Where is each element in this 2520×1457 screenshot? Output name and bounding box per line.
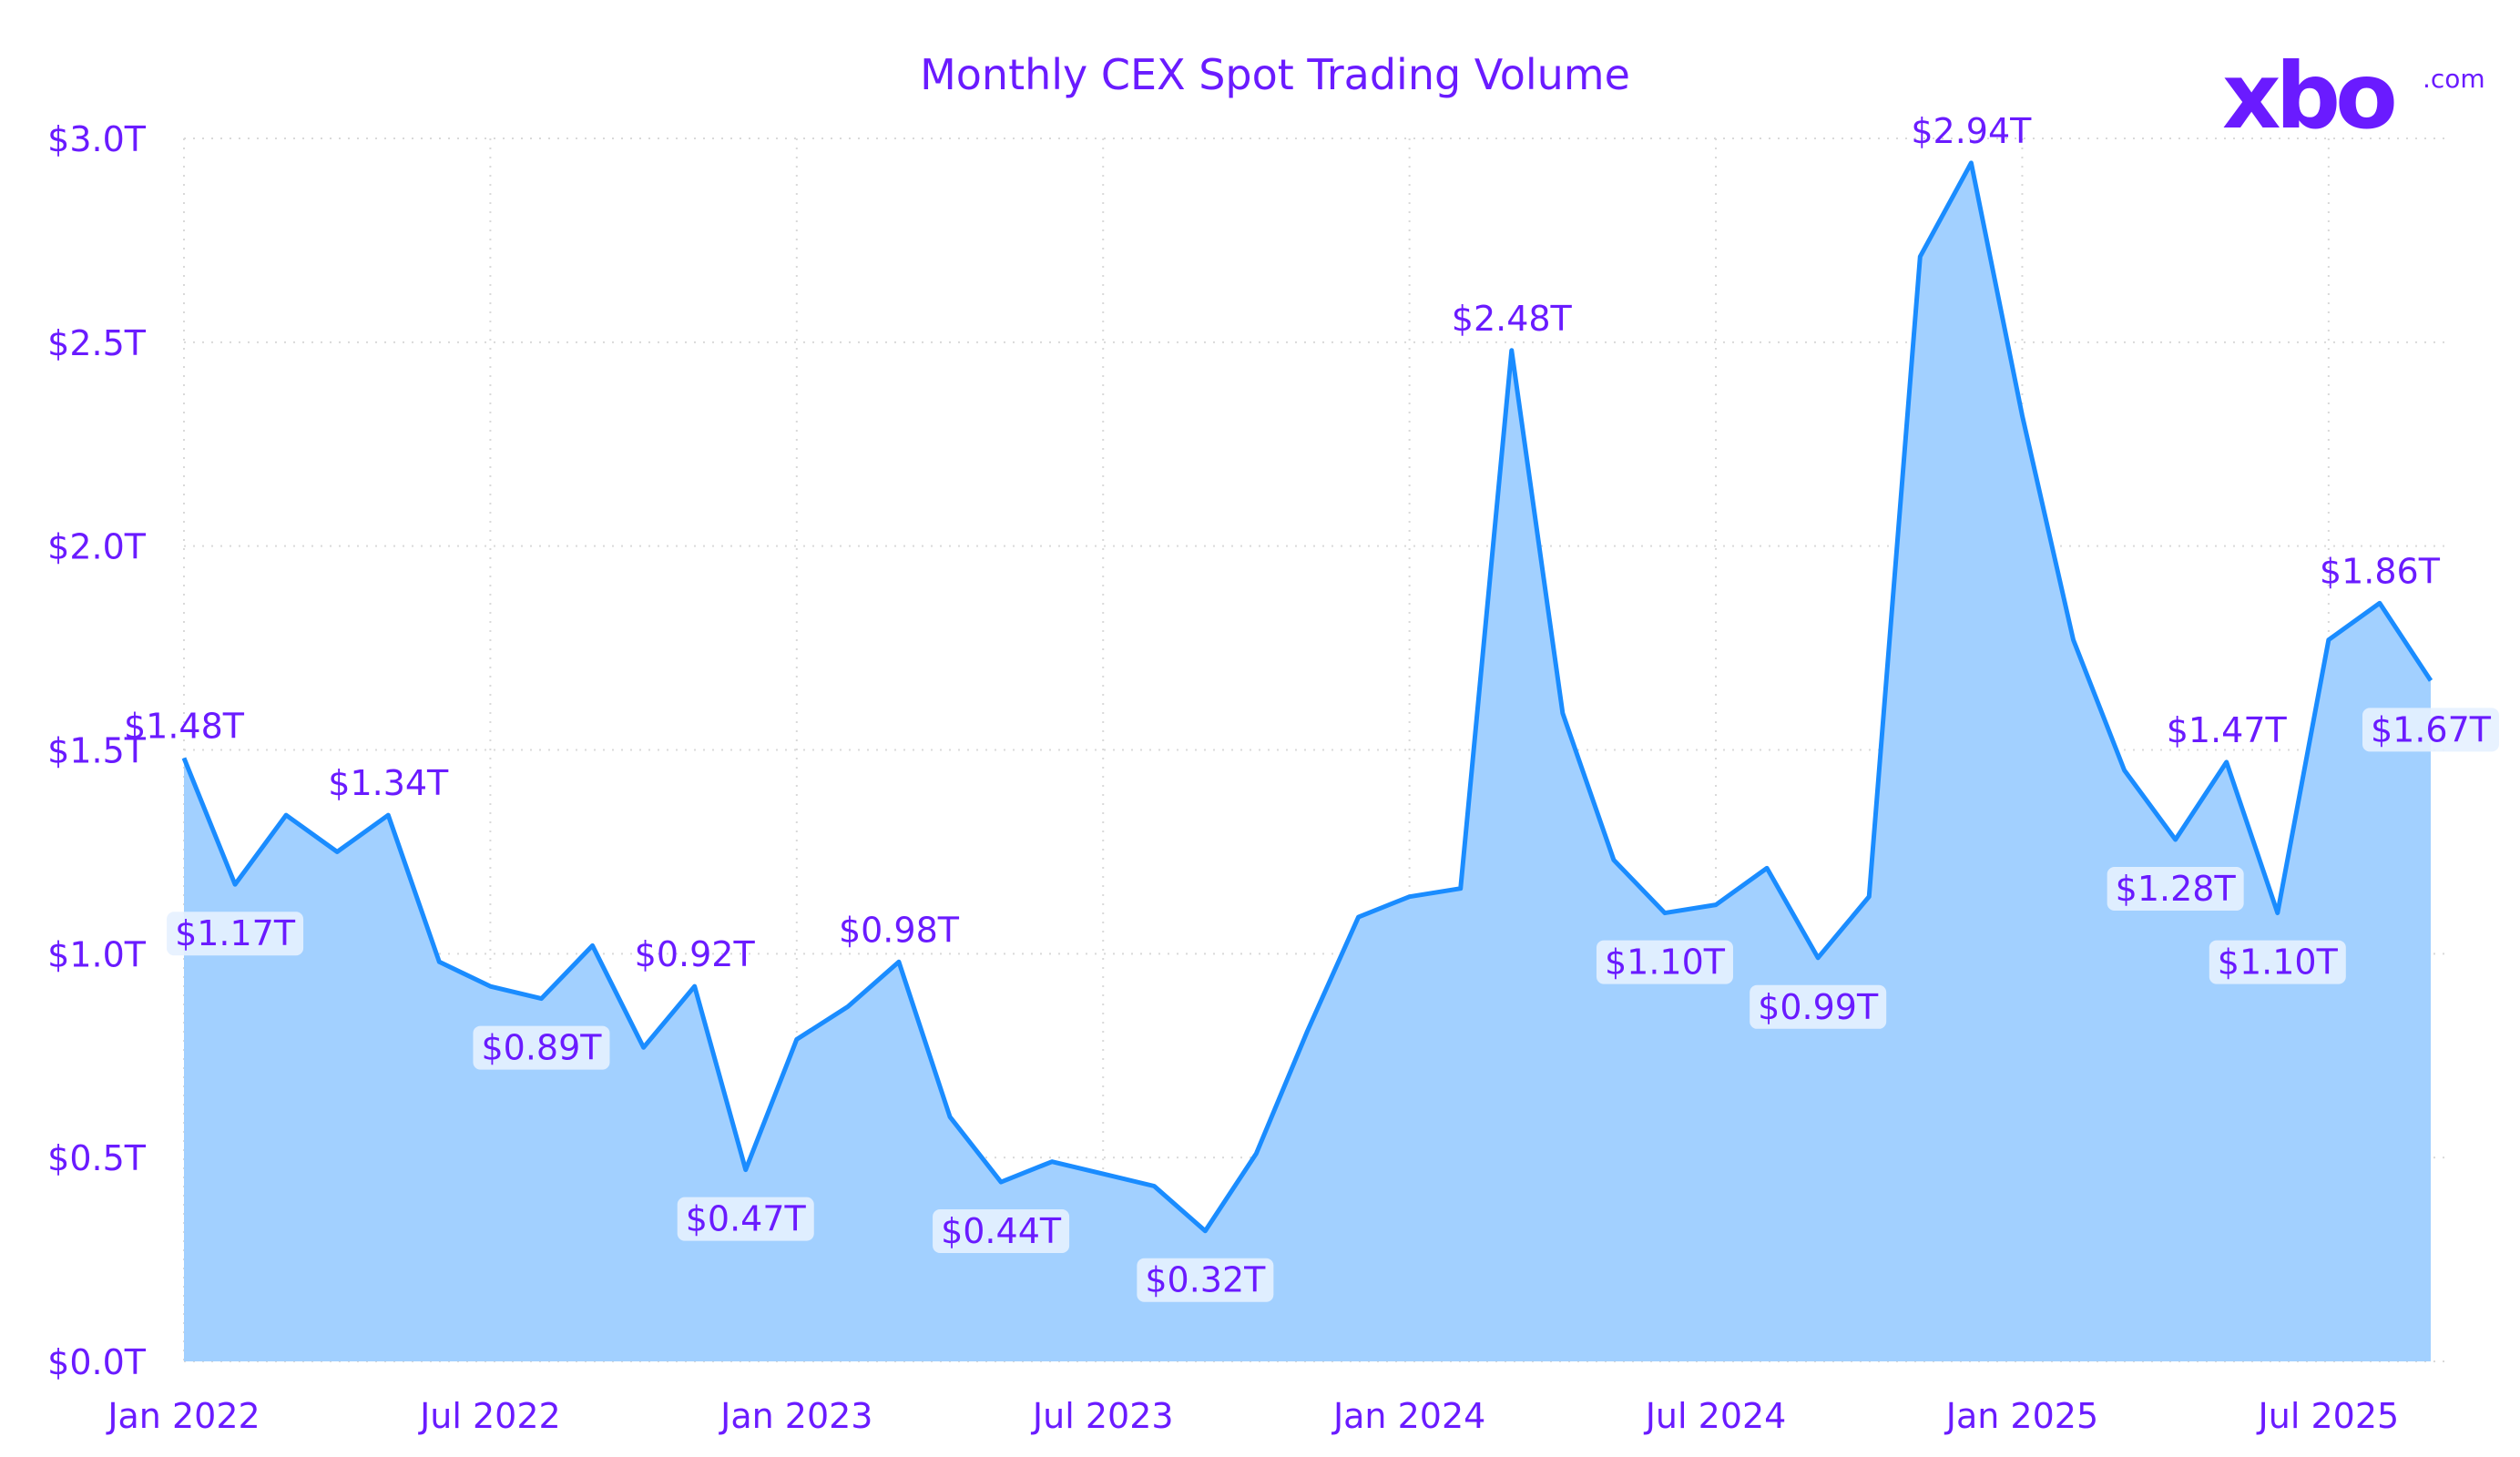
y-tick-label: $2.0T — [47, 527, 147, 567]
x-axis: Jan 2022 Jul 2022 Jan 2023 Jul 2023 Jan 2024… — [106, 1396, 2399, 1436]
data-label: $1.48T — [124, 706, 245, 746]
data-label: $0.32T — [1145, 1260, 1266, 1300]
data-label-box — [473, 1025, 610, 1070]
y-tick-label: $1.0T — [47, 934, 147, 974]
x-tick-label: Jan 2023 — [719, 1396, 872, 1436]
data-label: $0.89T — [481, 1028, 602, 1068]
data-label: $1.34T — [328, 763, 449, 803]
data-labels: $1.48T $1.17T $1.34T $0.89T $0.92T $0.47T $0.9… — [124, 111, 2499, 1302]
data-label-box — [167, 912, 304, 956]
data-label-box — [1137, 1258, 1274, 1302]
data-label: $0.98T — [839, 910, 960, 950]
data-label: $1.10T — [1605, 942, 1726, 983]
y-tick-label: $3.0T — [47, 119, 147, 159]
data-label-box — [933, 1209, 1070, 1254]
data-label-box — [2362, 708, 2499, 752]
data-label-box — [2107, 866, 2244, 911]
logo-suffix: .com — [2423, 64, 2485, 94]
y-tick-label: $0.0T — [47, 1342, 147, 1382]
data-label: $1.17T — [175, 913, 296, 953]
data-label-box — [1596, 940, 1733, 984]
xbo-logo: xbo .com — [2222, 43, 2485, 149]
data-label: $1.86T — [2320, 551, 2441, 591]
data-label: $0.99T — [1758, 987, 1879, 1027]
data-label-box — [677, 1197, 814, 1241]
data-label: $2.48T — [1452, 299, 1573, 339]
x-tick-label: Jul 2025 — [2257, 1396, 2400, 1436]
x-tick-label: Jan 2024 — [1331, 1396, 1485, 1436]
data-label: $1.67T — [2371, 709, 2492, 749]
data-label: $1.47T — [2167, 710, 2288, 750]
data-label: $0.44T — [941, 1211, 1062, 1251]
area-fill — [184, 162, 2431, 1362]
data-label-box — [2209, 940, 2346, 984]
x-tick-label: Jul 2024 — [1644, 1396, 1787, 1436]
x-tick-label: Jan 2025 — [1944, 1396, 2098, 1436]
data-label: $0.92T — [635, 934, 756, 974]
data-label-box — [1750, 984, 1887, 1029]
y-tick-label: $2.5T — [47, 323, 147, 363]
data-label: $1.10T — [2218, 942, 2339, 983]
data-label: $2.94T — [1911, 111, 2032, 151]
x-tick-label: Jul 2023 — [1031, 1396, 1174, 1436]
chart-title: Monthly CEX Spot Trading Volume — [920, 50, 1630, 99]
data-label: $0.47T — [686, 1199, 807, 1239]
x-tick-label: Jul 2022 — [418, 1396, 561, 1436]
y-tick-label: $1.5T — [47, 731, 147, 771]
y-tick-label: $0.5T — [47, 1138, 147, 1178]
y-axis: $0.0T $0.5T $1.0T $1.5T $2.0T $2.5T $3.0T — [47, 119, 147, 1382]
x-tick-label: Jan 2022 — [106, 1396, 260, 1436]
logo-text: xbo — [2222, 43, 2394, 149]
data-label: $1.28T — [2116, 869, 2237, 909]
